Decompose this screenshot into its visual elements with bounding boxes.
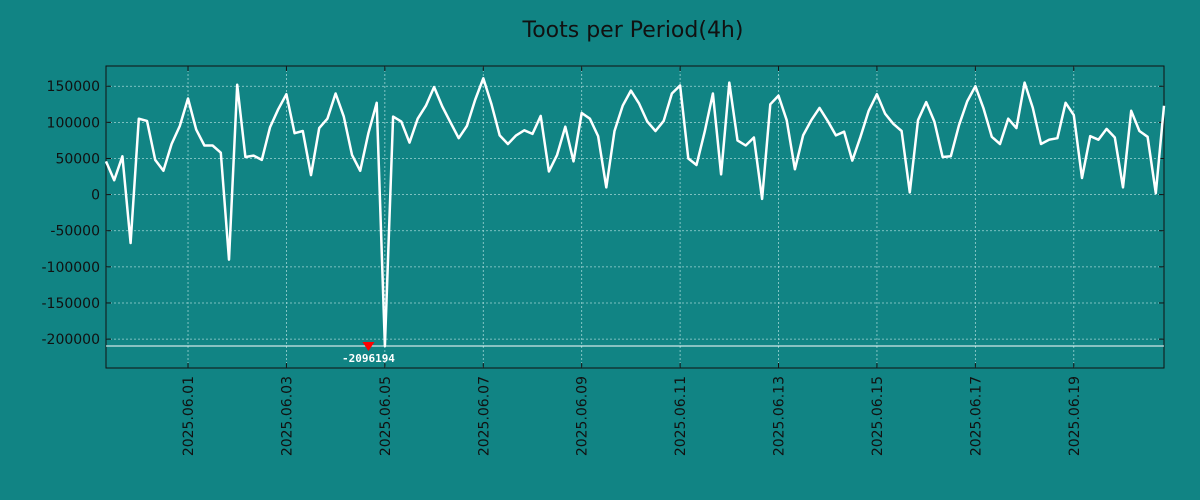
x-tick-label: 2025.06.01: [181, 376, 197, 456]
x-tick-label: 2025.06.11: [673, 376, 689, 456]
x-tick-label: 2025.06.15: [870, 376, 886, 456]
series-line: [104, 77, 1166, 348]
y-tick-label: 0: [91, 188, 100, 204]
y-tick-label: 50000: [55, 151, 100, 167]
series-layer: [104, 77, 1166, 348]
x-tick-label: 2025.06.17: [968, 376, 984, 456]
min-annotation: -2096194: [342, 342, 395, 365]
x-tick-label: 2025.06.09: [575, 376, 591, 456]
x-tick-label: 2025.06.19: [1067, 376, 1083, 456]
x-axis: 2025.06.01 2025.06.03 2025.06.05 2025.06.07…: [181, 66, 1083, 456]
y-axis: 150000 100000 50000 0 -50000 -100000 -150000 -2…: [42, 79, 1164, 348]
y-tick-label: 150000: [47, 79, 100, 95]
y-tick-label: -150000: [42, 296, 101, 312]
min-label: -2096194: [342, 352, 395, 365]
y-tick-label: -50000: [50, 224, 100, 240]
chart-title: Toots per Period(4h): [522, 18, 744, 43]
y-tick-label: 100000: [47, 115, 100, 131]
y-tick-label: -200000: [42, 332, 101, 348]
x-tick-label: 2025.06.07: [476, 376, 492, 456]
grid: [106, 66, 1164, 368]
x-tick-label: 2025.06.05: [378, 376, 394, 456]
x-tick-label: 2025.06.13: [772, 376, 788, 456]
plot-area: [105, 65, 1165, 369]
min-marker: [362, 342, 375, 352]
y-tick-label: -100000: [42, 260, 101, 276]
x-tick-label: 2025.06.03: [279, 376, 295, 456]
